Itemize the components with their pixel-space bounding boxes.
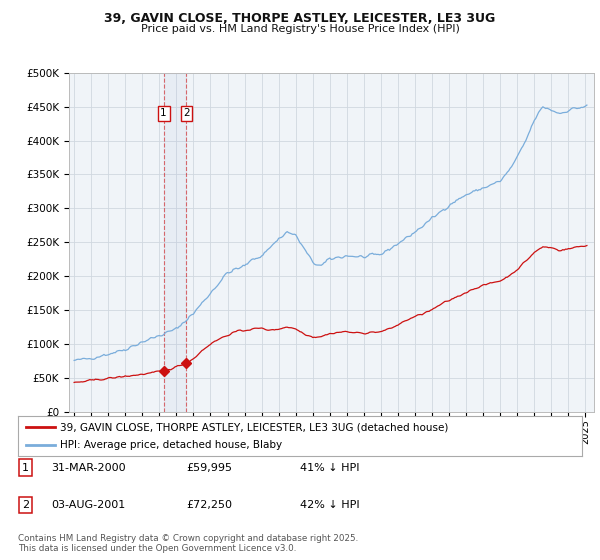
Text: £72,250: £72,250: [186, 500, 232, 510]
Text: 2: 2: [183, 109, 190, 119]
Text: £59,995: £59,995: [186, 463, 232, 473]
Text: 41% ↓ HPI: 41% ↓ HPI: [300, 463, 359, 473]
Text: 03-AUG-2001: 03-AUG-2001: [51, 500, 125, 510]
Text: 39, GAVIN CLOSE, THORPE ASTLEY, LEICESTER, LE3 3UG: 39, GAVIN CLOSE, THORPE ASTLEY, LEICESTE…: [104, 12, 496, 25]
Text: 39, GAVIN CLOSE, THORPE ASTLEY, LEICESTER, LE3 3UG (detached house): 39, GAVIN CLOSE, THORPE ASTLEY, LEICESTE…: [60, 422, 449, 432]
Text: Contains HM Land Registry data © Crown copyright and database right 2025.
This d: Contains HM Land Registry data © Crown c…: [18, 534, 358, 553]
Text: HPI: Average price, detached house, Blaby: HPI: Average price, detached house, Blab…: [60, 440, 283, 450]
Text: 42% ↓ HPI: 42% ↓ HPI: [300, 500, 359, 510]
Text: 1: 1: [160, 109, 167, 119]
Text: 2: 2: [22, 500, 29, 510]
Bar: [164, 73, 187, 412]
Text: Price paid vs. HM Land Registry's House Price Index (HPI): Price paid vs. HM Land Registry's House …: [140, 24, 460, 34]
Text: 31-MAR-2000: 31-MAR-2000: [51, 463, 125, 473]
Text: 1: 1: [22, 463, 29, 473]
